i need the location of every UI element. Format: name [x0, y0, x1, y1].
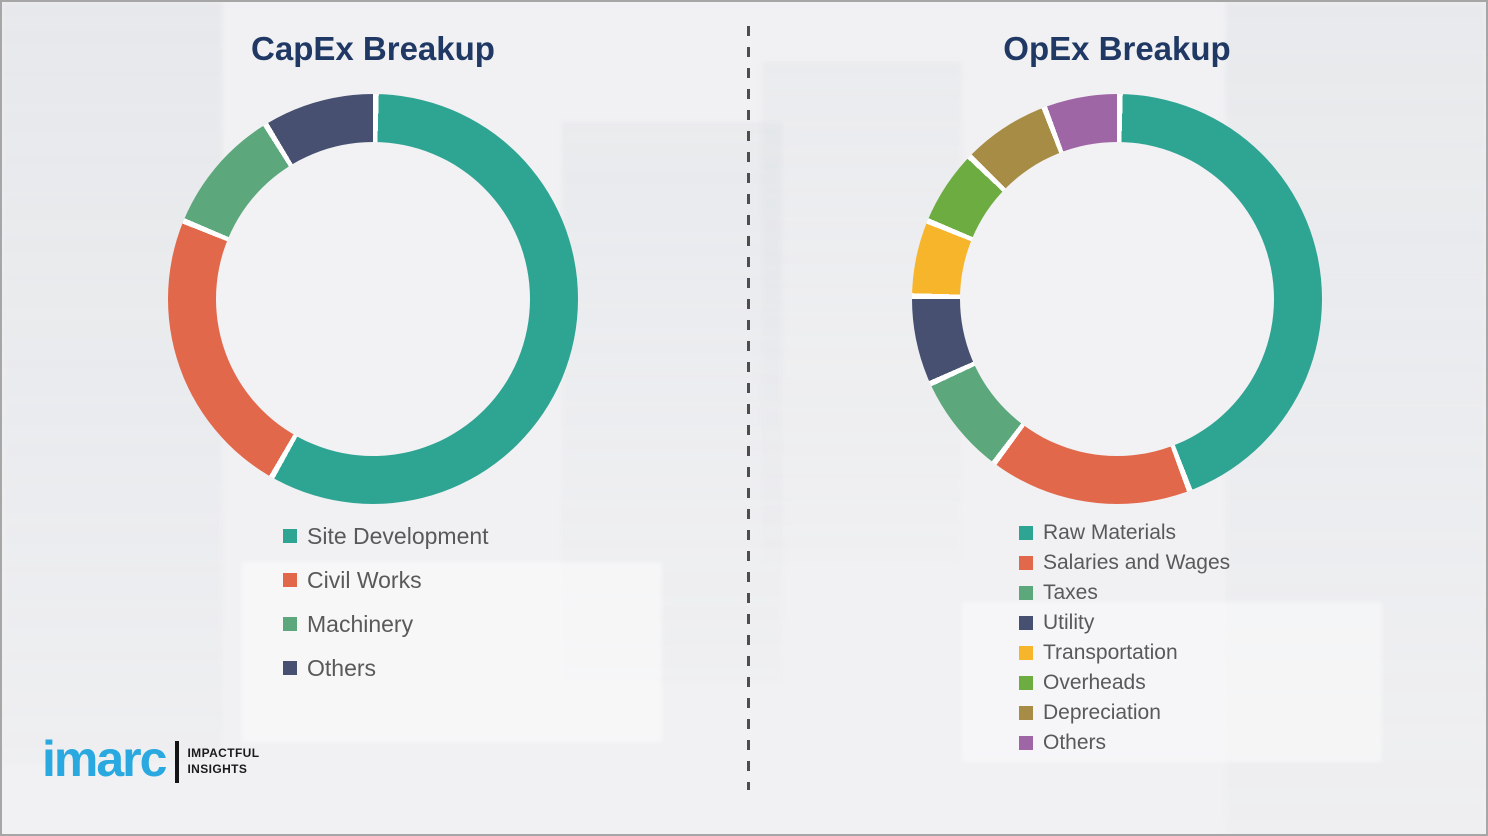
donut-hole — [216, 142, 530, 456]
capex-chart-title: CapEx Breakup — [251, 30, 495, 67]
legend-label: Taxes — [1043, 581, 1098, 604]
legend-label: Others — [307, 654, 377, 681]
legend-marker — [1019, 706, 1033, 720]
legend-item: Depreciation — [1019, 698, 1230, 728]
legend-marker — [1019, 526, 1033, 540]
legend-label: Overheads — [1043, 671, 1146, 694]
legend-label: Machinery — [307, 610, 414, 637]
dashed-divider — [747, 26, 750, 790]
logo-divider-bar — [175, 741, 180, 783]
capex-donut-chart — [168, 94, 578, 504]
legend-label: Salaries and Wages — [1043, 551, 1231, 574]
legend-marker — [283, 573, 297, 587]
donut-hole — [960, 142, 1274, 456]
legend-item: Site Development — [283, 514, 489, 558]
legend-marker — [283, 661, 297, 675]
logo-tagline-line1: IMPACTFUL — [187, 746, 260, 761]
legend-label: Utility — [1043, 611, 1095, 634]
logo-tagline-line2: INSIGHTS — [187, 762, 248, 776]
legend-marker — [1019, 586, 1033, 600]
opex-chart-title: OpEx Breakup — [1003, 30, 1231, 67]
logo-tagline: IMPACTFUL INSIGHTS — [187, 746, 259, 777]
legend-marker — [1019, 736, 1033, 750]
legend-marker — [283, 529, 297, 543]
legend-item: Salaries and Wages — [1019, 548, 1230, 578]
imarc-logo: imarc IMPACTFUL INSIGHTS — [42, 734, 259, 784]
legend-item: Raw Materials — [1019, 518, 1230, 548]
capex-legend: Site Development Civil Works Machinery Othe… — [283, 514, 489, 690]
legend-marker — [283, 617, 297, 631]
legend-marker — [1019, 616, 1033, 630]
legend-item: Civil Works — [283, 558, 489, 602]
legend-item: Others — [283, 646, 489, 690]
imarc-logo-wordmark: imarc — [42, 731, 167, 787]
legend-marker — [1019, 676, 1033, 690]
legend-item: Others — [1019, 728, 1230, 758]
legend-label: Others — [1043, 731, 1107, 754]
legend-marker — [1019, 646, 1033, 660]
legend-item: Taxes — [1019, 578, 1230, 608]
legend-label: Transportation — [1043, 641, 1178, 664]
legend-item: Transportation — [1019, 638, 1230, 668]
legend-item: Overheads — [1019, 668, 1230, 698]
legend-item: Machinery — [283, 602, 489, 646]
legend-label: Civil Works — [307, 566, 422, 593]
opex-donut-chart — [912, 94, 1322, 504]
opex-legend: Raw Materials Salaries and Wages Taxes Util… — [1019, 518, 1230, 758]
legend-item: Utility — [1019, 608, 1230, 638]
legend-label: Raw Materials — [1043, 521, 1177, 544]
legend-label: Site Development — [307, 522, 489, 549]
legend-marker — [1019, 556, 1033, 570]
legend-label: Depreciation — [1043, 701, 1161, 724]
